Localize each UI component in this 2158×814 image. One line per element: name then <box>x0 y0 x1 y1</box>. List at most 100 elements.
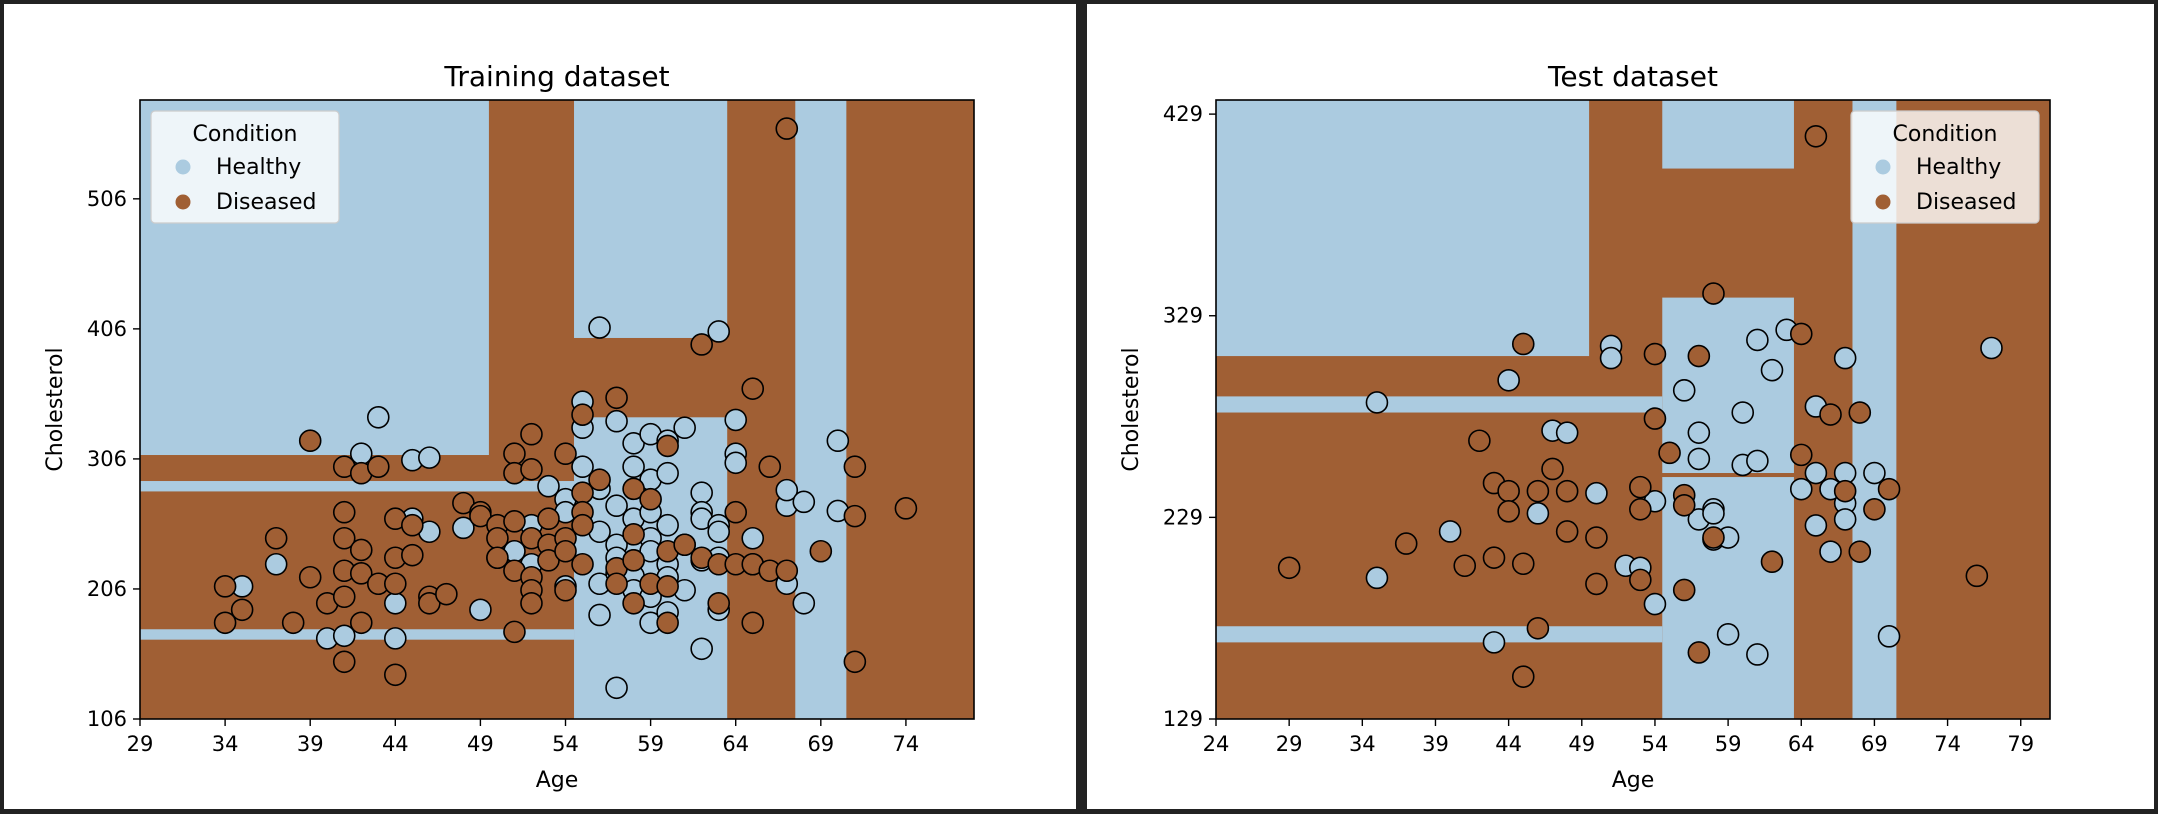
training-point-diseased-53 <box>571 403 594 427</box>
training-point-healthy-30 <box>605 409 628 433</box>
test-ytick-label-2: 329 <box>1163 304 1203 328</box>
training-point-diseased-12 <box>332 585 356 609</box>
training-point-diseased-23 <box>384 663 407 687</box>
test-point-healthy-42 <box>1877 625 1901 648</box>
training-point-diseased-79 <box>741 377 765 400</box>
test-region-healthy-1 <box>1216 100 1590 357</box>
training-point-healthy-12 <box>452 516 475 540</box>
test-point-diseased-40 <box>1877 477 1901 501</box>
training-decision-regions <box>140 100 974 719</box>
test-xtick-label-10: 74 <box>1934 732 1961 756</box>
test-point-diseased-0 <box>1277 556 1301 580</box>
test-point-diseased-11 <box>1526 479 1550 503</box>
test-point-diseased-2 <box>1453 554 1477 578</box>
training-legend-title: Condition <box>193 122 298 147</box>
test-plot-frame <box>1215 99 2051 720</box>
training-point-healthy-3 <box>332 624 356 648</box>
test-point-healthy-4 <box>1497 368 1520 392</box>
training-point-diseased-4 <box>281 611 305 635</box>
test-point-healthy-3 <box>1482 631 1506 654</box>
training-point-healthy-55 <box>673 416 696 440</box>
test-legend-marker-diseased <box>1875 194 1891 210</box>
training-point-healthy-6 <box>384 591 407 615</box>
test-point-diseased-16 <box>1585 526 1608 549</box>
training-point-healthy-1 <box>264 552 288 576</box>
training-point-diseased-2 <box>230 598 254 622</box>
test-xtick-label-11: 79 <box>2007 732 2034 756</box>
training-xtick-label-1: 34 <box>212 732 239 756</box>
test-point-healthy-17 <box>1687 447 1711 471</box>
training-point-healthy-35 <box>605 676 628 700</box>
training-point-diseased-88 <box>843 504 867 528</box>
test-point-diseased-41 <box>1965 564 1989 588</box>
test-point-diseased-25 <box>1672 493 1696 517</box>
training-point-diseased-62 <box>622 477 645 501</box>
training-points <box>213 117 918 700</box>
training-region-healthy-6 <box>795 100 847 719</box>
training-region-healthy-4 <box>574 100 728 338</box>
test-legend-title: Condition <box>1893 122 1998 147</box>
test-y-axis-label: Cholesterol <box>1119 347 1144 471</box>
training-point-healthy-78 <box>826 429 850 453</box>
training-point-diseased-41 <box>520 458 543 481</box>
test-point-healthy-40 <box>1833 508 1857 531</box>
test-point-diseased-1 <box>1394 532 1418 555</box>
test-legend-box <box>1850 110 2040 224</box>
test-point-diseased-21 <box>1643 342 1667 366</box>
test-point-healthy-29 <box>1760 358 1784 382</box>
test-point-diseased-15 <box>1555 520 1579 543</box>
training-ytick-label-0: 106 <box>87 707 127 731</box>
training-point-diseased-64 <box>622 549 645 572</box>
test-point-diseased-28 <box>1687 641 1711 664</box>
test-chart-panel: 24 29 34 39 44 49 54 59 64 69 74 79 129 229 329 429 Test… <box>1087 4 2154 809</box>
training-xtick-label-9: 74 <box>893 732 920 756</box>
training-point-diseased-3 <box>264 526 288 550</box>
training-point-healthy-13 <box>469 598 492 622</box>
test-point-diseased-29 <box>1702 282 1725 305</box>
training-point-diseased-57 <box>571 552 594 576</box>
test-region-healthy-3 <box>1216 626 1663 643</box>
training-xtick-label-0: 29 <box>127 732 154 756</box>
test-point-diseased-7 <box>1497 500 1520 523</box>
training-region-healthy-3 <box>140 629 575 640</box>
test-point-healthy-36 <box>1819 540 1842 563</box>
test-point-diseased-39 <box>1863 498 1886 521</box>
test-point-healthy-15 <box>1672 379 1696 402</box>
training-ytick-label-2: 306 <box>87 447 127 471</box>
training-point-healthy-71 <box>741 526 765 550</box>
test-point-healthy-8 <box>1585 481 1608 505</box>
test-legend-marker-healthy <box>1875 159 1891 175</box>
training-point-healthy-7 <box>384 627 407 650</box>
test-legend: Condition Healthy Diseased <box>1850 110 2040 224</box>
test-point-diseased-34 <box>1804 124 1828 148</box>
test-point-diseased-30 <box>1702 526 1725 549</box>
test-point-diseased-3 <box>1468 429 1491 453</box>
test-point-healthy-43 <box>1980 336 2003 360</box>
test-point-diseased-8 <box>1511 332 1535 356</box>
training-point-healthy-74 <box>775 478 799 502</box>
test-point-diseased-18 <box>1629 475 1652 499</box>
training-point-diseased-77 <box>724 500 748 524</box>
test-point-diseased-9 <box>1511 552 1535 576</box>
training-point-healthy-69 <box>724 408 748 432</box>
training-point-diseased-73 <box>690 333 713 356</box>
training-point-diseased-9 <box>332 500 356 524</box>
training-point-diseased-22 <box>384 572 407 596</box>
training-point-healthy-51 <box>656 513 679 537</box>
test-point-healthy-37 <box>1833 346 1857 370</box>
test-point-healthy-41 <box>1863 461 1886 485</box>
training-point-diseased-15 <box>349 538 373 562</box>
test-point-diseased-27 <box>1687 344 1711 368</box>
training-point-diseased-49 <box>554 442 577 466</box>
test-point-diseased-38 <box>1848 540 1872 563</box>
training-point-diseased-82 <box>758 455 782 479</box>
training-point-healthy-25 <box>588 316 611 339</box>
test-point-diseased-20 <box>1629 568 1652 592</box>
test-point-healthy-0 <box>1365 391 1389 414</box>
training-legend-label-healthy: Healthy <box>216 155 301 180</box>
training-point-healthy-31 <box>605 494 628 518</box>
test-point-healthy-26 <box>1746 328 1769 352</box>
test-chart: 24 29 34 39 44 49 54 59 64 69 74 79 129 229 329 429 Test… <box>1119 60 2051 793</box>
training-point-diseased-75 <box>707 591 730 615</box>
test-points <box>1277 124 2003 688</box>
